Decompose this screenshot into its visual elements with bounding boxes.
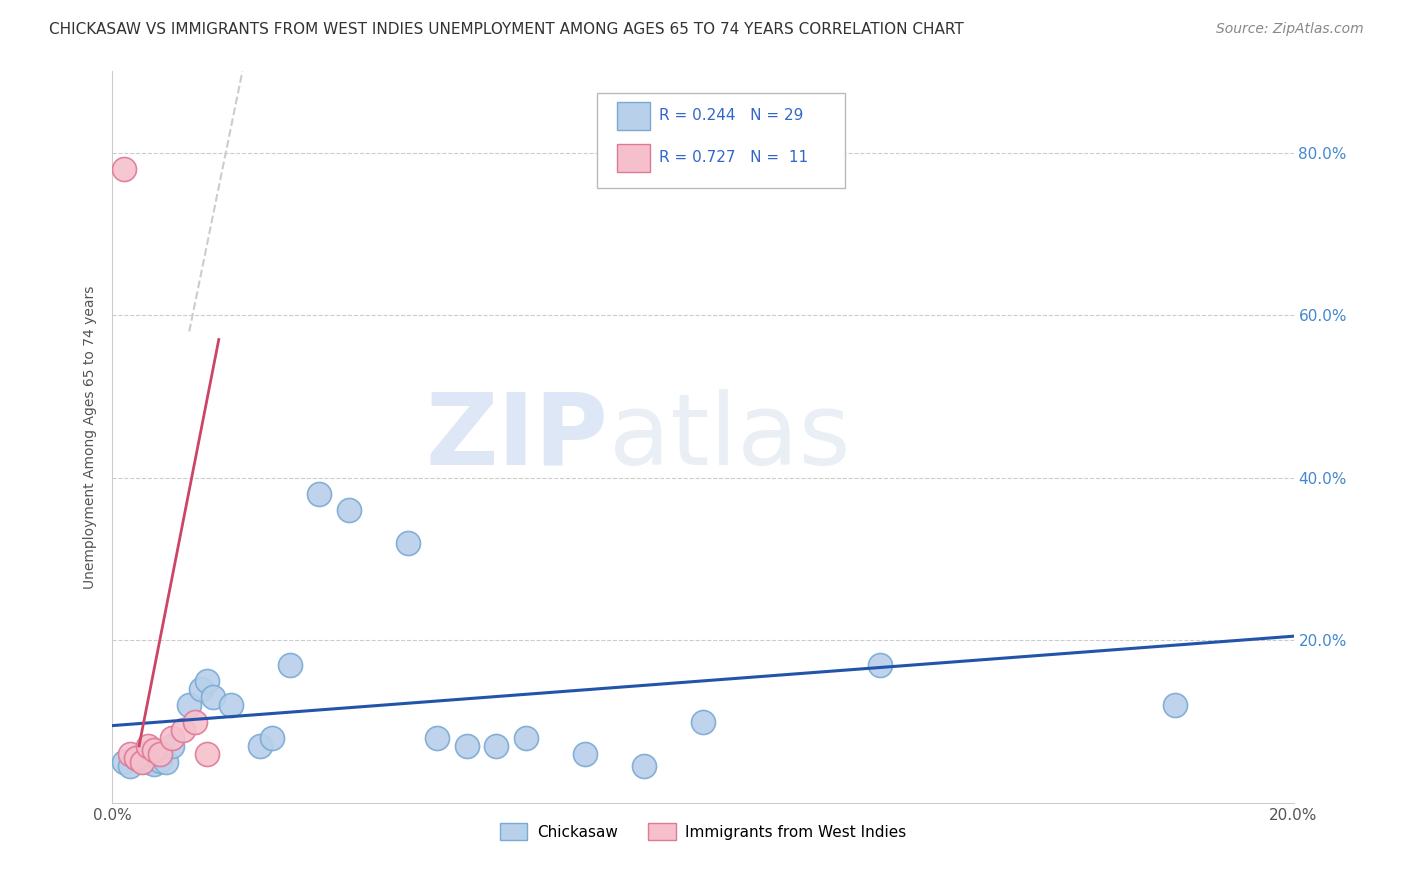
Point: [249, 739, 271, 753]
Point: [112, 755, 135, 769]
Point: [136, 755, 159, 769]
Text: ZIP: ZIP: [426, 389, 609, 485]
Point: [184, 714, 207, 729]
Text: atlas: atlas: [609, 389, 851, 485]
Point: [125, 751, 148, 765]
Point: [308, 487, 330, 501]
Legend: Chickasaw, Immigrants from West Indies: Chickasaw, Immigrants from West Indies: [494, 816, 912, 847]
Point: [195, 747, 218, 761]
Bar: [617, 102, 650, 130]
Point: [125, 751, 148, 765]
Text: R = 0.244   N = 29: R = 0.244 N = 29: [659, 109, 804, 123]
Point: [172, 723, 194, 737]
Point: [260, 731, 283, 745]
Point: [456, 739, 478, 753]
Point: [396, 535, 419, 549]
Point: [633, 759, 655, 773]
Point: [120, 759, 142, 773]
Point: [869, 657, 891, 672]
Point: [142, 756, 165, 771]
Bar: [617, 144, 650, 171]
Point: [426, 731, 449, 745]
Point: [120, 747, 142, 761]
Point: [278, 657, 301, 672]
Text: CHICKASAW VS IMMIGRANTS FROM WEST INDIES UNEMPLOYMENT AMONG AGES 65 TO 74 YEARS : CHICKASAW VS IMMIGRANTS FROM WEST INDIES…: [49, 22, 965, 37]
Point: [136, 739, 159, 753]
Point: [131, 755, 153, 769]
Y-axis label: Unemployment Among Ages 65 to 74 years: Unemployment Among Ages 65 to 74 years: [83, 285, 97, 589]
Point: [160, 739, 183, 753]
Point: [485, 739, 508, 753]
Point: [179, 698, 201, 713]
Point: [201, 690, 224, 705]
Point: [160, 731, 183, 745]
Text: R = 0.727   N =  11: R = 0.727 N = 11: [659, 150, 808, 165]
Point: [219, 698, 242, 713]
Point: [195, 673, 218, 688]
Text: Source: ZipAtlas.com: Source: ZipAtlas.com: [1216, 22, 1364, 37]
Point: [149, 747, 172, 761]
Point: [1164, 698, 1187, 713]
Point: [131, 747, 153, 761]
Point: [515, 731, 537, 745]
Point: [155, 755, 177, 769]
Point: [142, 743, 165, 757]
FancyBboxPatch shape: [596, 94, 845, 188]
Point: [574, 747, 596, 761]
Point: [149, 754, 172, 768]
Point: [692, 714, 714, 729]
Point: [337, 503, 360, 517]
Point: [190, 681, 212, 696]
Point: [112, 161, 135, 176]
